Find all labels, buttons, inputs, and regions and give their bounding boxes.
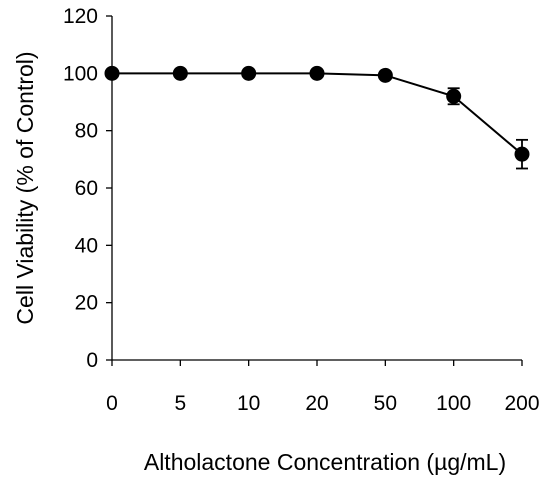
data-point — [377, 67, 393, 83]
y-axis-ticks: 0 20 40 60 80 100 120 — [63, 5, 112, 372]
data-point — [104, 65, 120, 81]
x-tick-label: 20 — [305, 392, 328, 415]
y-tick-label: 40 — [75, 234, 98, 257]
x-tick-label: 5 — [174, 392, 186, 415]
x-axis-title: Altholactone Concentration (µg/mL) — [144, 449, 506, 475]
data-point — [241, 65, 257, 81]
y-tick-label: 120 — [63, 5, 98, 28]
x-axis-ticks: 0 5 10 20 50 100 200 — [106, 360, 540, 415]
x-tick-label: 50 — [374, 392, 397, 415]
y-tick-label: 80 — [75, 120, 98, 143]
y-axis-title: Cell Viability (% of Control) — [12, 51, 38, 324]
series-group — [104, 65, 530, 170]
y-tick-label: 20 — [75, 292, 98, 315]
data-point — [309, 65, 325, 81]
y-tick-label: 100 — [63, 62, 98, 85]
y-tick-label: 60 — [75, 177, 98, 200]
series-line — [112, 72, 523, 155]
x-tick-label: 10 — [237, 392, 260, 415]
data-point — [514, 146, 530, 162]
x-tick-label: 100 — [436, 392, 471, 415]
data-point — [446, 88, 462, 104]
y-tick-label: 0 — [86, 349, 98, 372]
data-point — [172, 65, 188, 81]
x-tick-label: 200 — [504, 392, 539, 415]
x-tick-label: 0 — [106, 392, 118, 415]
